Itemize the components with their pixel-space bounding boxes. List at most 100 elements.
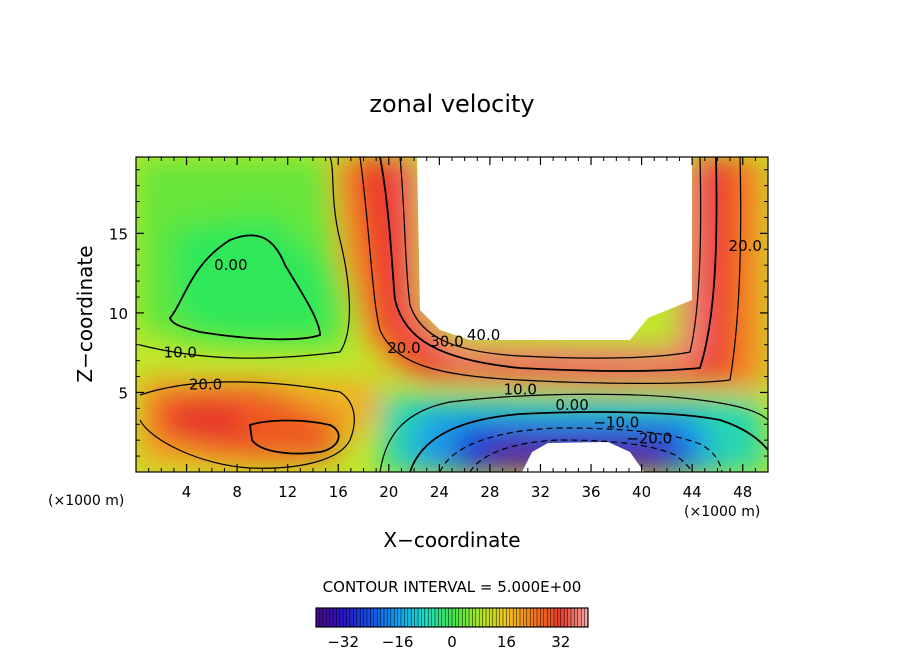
colorbar-cell	[543, 608, 548, 627]
colorbar-ticks: −32 −16 0 16 32	[327, 633, 570, 651]
colorbar-cell	[411, 608, 416, 627]
x-tick-label: 16	[329, 483, 348, 501]
contour-label: 30.0	[430, 333, 463, 351]
y-axis-label: Z−coordinate	[73, 245, 97, 382]
x-tick-label: 36	[581, 483, 600, 501]
colorbar-cell	[475, 608, 480, 627]
colorbar-cell	[353, 608, 358, 627]
colorbar-cell	[547, 608, 552, 627]
contour-interval-text: CONTOUR INTERVAL = 5.000E+00	[323, 578, 582, 596]
colorbar-cell	[418, 608, 422, 627]
colorbar-cell	[346, 608, 351, 627]
colorbar-cell	[462, 608, 467, 627]
contour-label: 20.0	[387, 339, 420, 357]
contour-label: −20.0	[626, 430, 672, 448]
x-tick-label: 24	[430, 483, 449, 501]
colorbar-cell	[557, 608, 562, 627]
colorbar-tick-label: −16	[382, 633, 414, 651]
colorbar-cell	[526, 608, 531, 627]
colorbar-cell	[441, 608, 446, 627]
colorbar-cell	[479, 608, 484, 627]
contour-lines	[139, 157, 768, 472]
colorbar-cell	[384, 608, 388, 627]
colorbar-cell	[530, 608, 535, 627]
x-axis-ticks: 4 8 12 16 20 24 28 32 36 40 44 48	[148, 157, 756, 501]
colorbar-cell	[316, 608, 320, 627]
colorbar-cell	[472, 608, 477, 627]
x-unit-left: (×1000 m)	[48, 493, 124, 509]
x-tick-label: 48	[733, 483, 752, 501]
blank-region-upper	[417, 157, 692, 340]
contour-label: 0.00	[214, 256, 247, 274]
colorbar-frame	[315, 607, 589, 628]
velocity-field	[136, 157, 768, 472]
colorbar-cell	[581, 608, 586, 627]
x-tick-label: 44	[683, 483, 702, 501]
colorbar-cell	[554, 608, 558, 627]
colorbar-cell	[394, 608, 399, 627]
colorbar-cell	[401, 608, 405, 627]
colorbar-cell	[540, 608, 545, 627]
colorbar-cell	[390, 608, 395, 627]
colorbar-cell	[503, 608, 507, 627]
y-tick-label: 15	[109, 225, 128, 243]
colorbar-cell	[482, 608, 487, 627]
colorbar-cell	[492, 608, 497, 627]
y-tick-label: 10	[109, 305, 128, 323]
colorbar-cell	[339, 608, 344, 627]
negative-contour-lines	[439, 427, 723, 472]
blank-region-lower	[522, 442, 644, 472]
colorbar-cell	[489, 608, 494, 627]
colorbar-cell	[356, 608, 361, 627]
contour-label-layer: 0.00 10.0 20.0 20.0 30.0 40.0 10.0 0.00 −10.0−20…	[164, 237, 762, 448]
x-tick-label: 32	[531, 483, 550, 501]
x-unit-right: (×1000 m)	[684, 504, 760, 520]
x-tick-label: 4	[182, 483, 192, 501]
colorbar-cell	[421, 608, 426, 627]
colorbar-tick-label: 16	[497, 633, 516, 651]
colorbar-cell	[380, 608, 385, 627]
colorbar-cell	[404, 608, 409, 627]
colorbar-cell	[370, 608, 375, 627]
colorbar-cell	[550, 608, 555, 627]
colorbar-cell	[486, 608, 490, 627]
x-axis-label: X−coordinate	[383, 528, 520, 552]
colorbar-cell	[322, 608, 327, 627]
colorbar-cell	[428, 608, 433, 627]
colorbar-cell	[319, 608, 324, 627]
colorbar-cell	[343, 608, 348, 627]
colorbar-cell	[377, 608, 382, 627]
contour-label: 0.00	[555, 396, 588, 414]
colorbar-tick-label: 32	[551, 633, 570, 651]
colorbar-cell	[571, 608, 575, 627]
colorbar-cell	[326, 608, 331, 627]
colorbar-cell	[465, 608, 470, 627]
colorbar-cell	[523, 608, 528, 627]
colorbar-cell	[350, 608, 354, 627]
x-tick-label: 28	[480, 483, 499, 501]
x-tick-label: 40	[632, 483, 651, 501]
colorbar-cell	[367, 608, 371, 627]
colorbar-cell	[533, 608, 538, 627]
colorbar-cell	[509, 608, 514, 627]
contour-label: 20.0	[189, 376, 222, 394]
colorbar-cell	[537, 608, 541, 627]
colorbar-cell	[513, 608, 518, 627]
colorbar-cell	[387, 608, 392, 627]
colorbar-tick-label: 0	[447, 633, 457, 651]
colorbar-cell	[336, 608, 341, 627]
contour-label: 40.0	[467, 326, 500, 344]
contour-label: 20.0	[729, 237, 762, 255]
colorbar-cell	[363, 608, 368, 627]
colorbar-cell	[438, 608, 443, 627]
contour-label: 10.0	[164, 344, 197, 362]
x-tick-label: 20	[379, 483, 398, 501]
colorbar-cell	[584, 608, 589, 627]
chart-title: zonal velocity	[369, 90, 534, 118]
x-tick-label: 8	[232, 483, 242, 501]
x-tick-label: 12	[278, 483, 297, 501]
colorbar-cell	[333, 608, 337, 627]
y-axis-ticks: 5 10 15	[109, 169, 768, 457]
colorbar-cell	[506, 608, 511, 627]
